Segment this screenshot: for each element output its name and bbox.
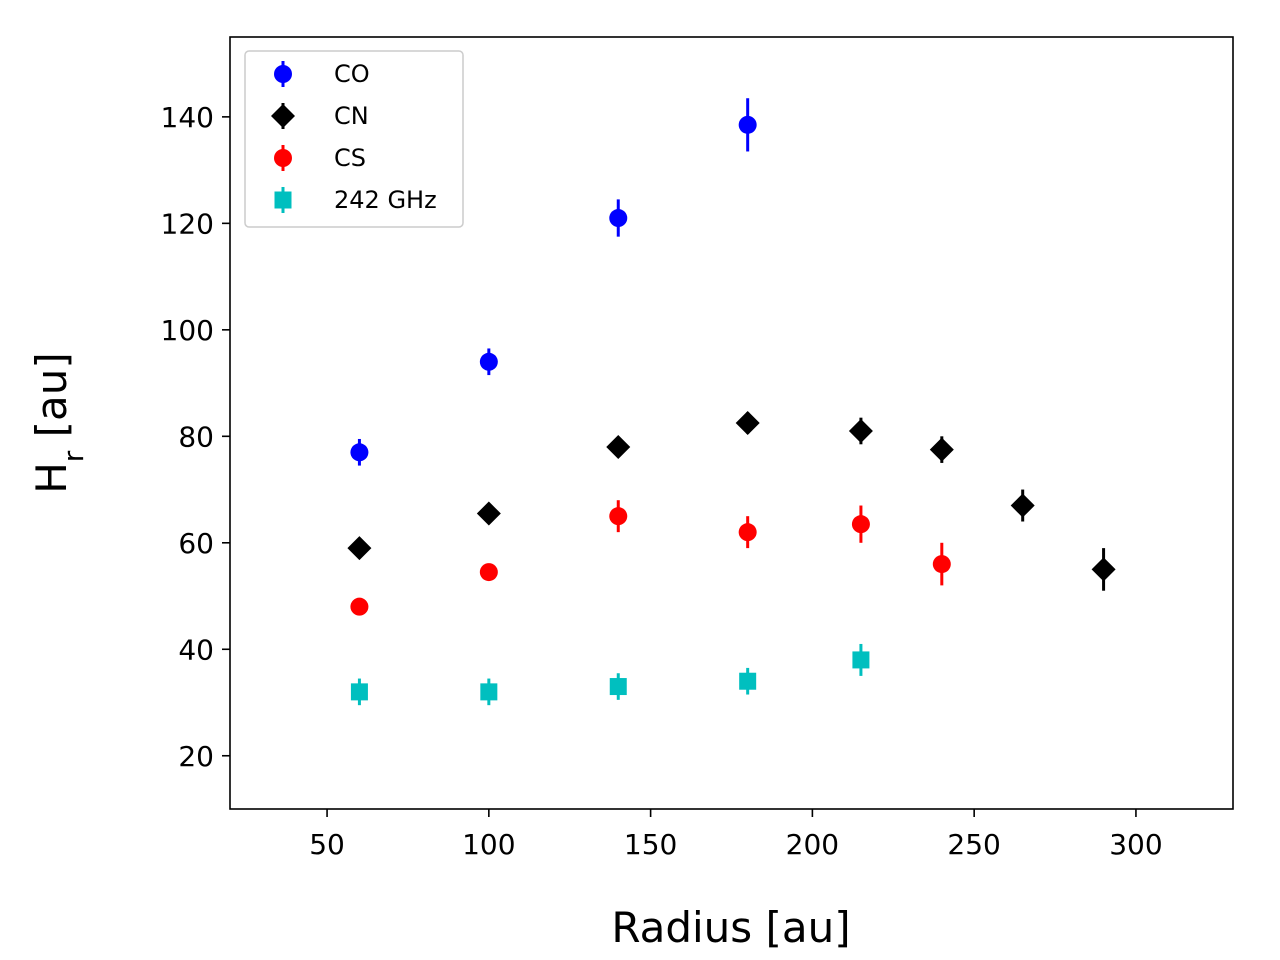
x-axis: 50 100 150 200 250 300 bbox=[309, 809, 1163, 861]
legend-marker bbox=[274, 191, 292, 209]
y-tick-label: 100 bbox=[161, 314, 214, 347]
series-cs bbox=[350, 500, 951, 616]
legend-label: CO bbox=[334, 60, 370, 88]
data-point bbox=[480, 683, 498, 701]
data-point bbox=[735, 411, 760, 435]
data-point bbox=[851, 515, 870, 534]
y-tick-label: 60 bbox=[178, 527, 214, 560]
x-tick-label: 300 bbox=[1109, 828, 1162, 861]
data-point bbox=[609, 678, 627, 696]
legend-item: CS bbox=[274, 144, 366, 172]
data-point bbox=[1091, 557, 1116, 582]
y-tick-label: 120 bbox=[161, 207, 214, 240]
legend-label: 242 GHz bbox=[334, 186, 437, 214]
y-tick-label: 20 bbox=[178, 740, 214, 773]
y-tick-label: 40 bbox=[178, 633, 214, 666]
data-point bbox=[609, 507, 628, 526]
data-point bbox=[347, 536, 372, 561]
legend-marker bbox=[274, 149, 292, 167]
legend-item: CO bbox=[274, 60, 370, 88]
y-tick-label: 140 bbox=[161, 101, 214, 134]
data-point bbox=[738, 523, 757, 542]
data-point bbox=[932, 555, 951, 574]
x-tick-label: 50 bbox=[309, 828, 345, 861]
y-axis: 20 40 60 80 100 120 140 bbox=[161, 101, 230, 773]
data-point bbox=[350, 683, 368, 701]
y-axis-label: Hr [au] bbox=[27, 352, 90, 494]
data-point bbox=[609, 209, 628, 228]
series-cn bbox=[347, 411, 1116, 591]
data-point bbox=[1010, 493, 1035, 518]
y-tick-label: 80 bbox=[178, 420, 214, 453]
data-point bbox=[606, 434, 631, 459]
x-tick-label: 150 bbox=[624, 828, 677, 861]
data-point bbox=[350, 443, 369, 462]
legend-marker bbox=[274, 65, 292, 83]
legend-item: 242 GHz bbox=[274, 186, 437, 214]
y-axis-label-rest: [au] bbox=[27, 352, 76, 450]
legend-box bbox=[244, 50, 464, 228]
x-tick-label: 250 bbox=[947, 828, 1000, 861]
series-242-ghz bbox=[350, 643, 870, 706]
data-point bbox=[479, 352, 498, 371]
legend-marker bbox=[271, 104, 295, 128]
plot-frame bbox=[229, 36, 1234, 810]
y-axis-label-sub: r bbox=[57, 450, 90, 462]
data-point bbox=[848, 418, 873, 443]
legend-label: CN bbox=[334, 102, 369, 130]
x-axis-label: Radius [au] bbox=[611, 903, 850, 952]
data-point bbox=[738, 115, 757, 134]
series-co bbox=[350, 98, 757, 466]
x-tick-label: 100 bbox=[462, 828, 515, 861]
legend-item: CN bbox=[271, 102, 369, 130]
data-point bbox=[350, 597, 369, 616]
legend-label: CS bbox=[334, 144, 366, 172]
data-point bbox=[476, 501, 501, 526]
data-point bbox=[852, 651, 870, 669]
data-point bbox=[929, 437, 954, 462]
x-tick-label: 200 bbox=[786, 828, 839, 861]
data-point bbox=[479, 563, 498, 582]
plot-layer bbox=[347, 98, 1116, 706]
data-point bbox=[739, 672, 757, 690]
y-axis-label-main: H bbox=[27, 462, 76, 494]
legend: CO CN CS 242 GHz bbox=[244, 50, 464, 228]
